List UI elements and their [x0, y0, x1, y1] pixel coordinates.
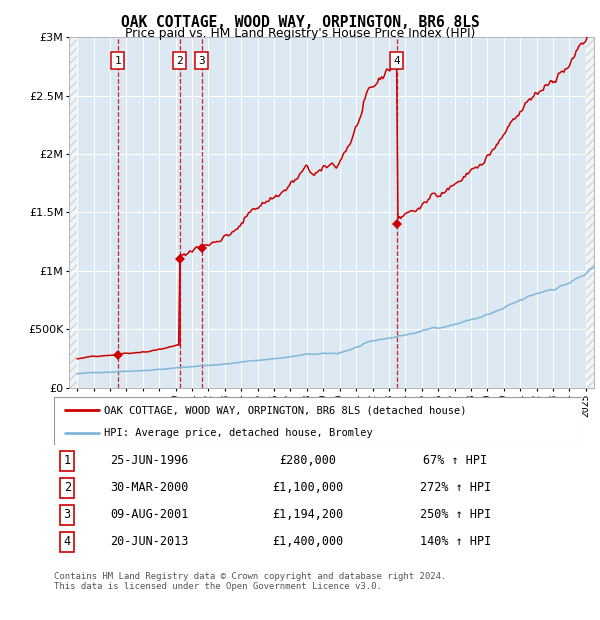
Text: 4: 4	[393, 56, 400, 66]
Text: 4: 4	[64, 535, 71, 548]
Text: £1,100,000: £1,100,000	[272, 481, 343, 494]
Text: HPI: Average price, detached house, Bromley: HPI: Average price, detached house, Brom…	[104, 428, 373, 438]
Text: 250% ↑ HPI: 250% ↑ HPI	[419, 508, 491, 521]
Text: OAK COTTAGE, WOOD WAY, ORPINGTON, BR6 8LS: OAK COTTAGE, WOOD WAY, ORPINGTON, BR6 8L…	[121, 15, 479, 30]
Text: OAK COTTAGE, WOOD WAY, ORPINGTON, BR6 8LS (detached house): OAK COTTAGE, WOOD WAY, ORPINGTON, BR6 8L…	[104, 405, 467, 415]
Text: Contains HM Land Registry data © Crown copyright and database right 2024.
This d: Contains HM Land Registry data © Crown c…	[54, 572, 446, 591]
Text: 67% ↑ HPI: 67% ↑ HPI	[423, 454, 487, 467]
Text: £280,000: £280,000	[279, 454, 336, 467]
Text: 1: 1	[64, 454, 71, 467]
Text: £1,400,000: £1,400,000	[272, 535, 343, 548]
Text: 25-JUN-1996: 25-JUN-1996	[110, 454, 188, 467]
Text: 2: 2	[176, 56, 183, 66]
Text: 3: 3	[199, 56, 205, 66]
Text: 3: 3	[64, 508, 71, 521]
Text: 20-JUN-2013: 20-JUN-2013	[110, 535, 188, 548]
Text: 30-MAR-2000: 30-MAR-2000	[110, 481, 188, 494]
Text: Price paid vs. HM Land Registry's House Price Index (HPI): Price paid vs. HM Land Registry's House …	[125, 27, 475, 40]
Bar	[69, 37, 77, 387]
Text: 140% ↑ HPI: 140% ↑ HPI	[419, 535, 491, 548]
Text: £1,194,200: £1,194,200	[272, 508, 343, 521]
Text: 272% ↑ HPI: 272% ↑ HPI	[419, 481, 491, 494]
FancyBboxPatch shape	[54, 397, 582, 445]
Bar	[586, 37, 594, 387]
Text: 09-AUG-2001: 09-AUG-2001	[110, 508, 188, 521]
Text: 1: 1	[115, 56, 121, 66]
Text: 2: 2	[64, 481, 71, 494]
